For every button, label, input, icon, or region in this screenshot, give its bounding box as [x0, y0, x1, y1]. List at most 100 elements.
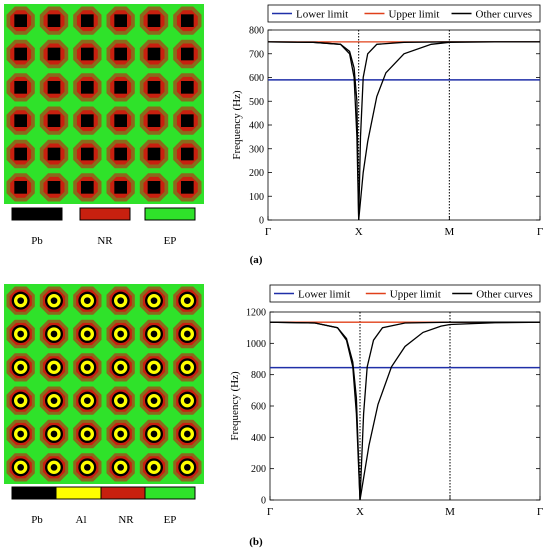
pb-center — [17, 330, 24, 338]
pb-center — [17, 397, 24, 404]
pb-center — [150, 464, 158, 471]
unit-cell — [139, 319, 169, 349]
unit-cell — [73, 139, 102, 169]
pb-core — [114, 81, 127, 94]
unit-cell — [39, 353, 69, 382]
pb-core — [14, 81, 27, 94]
pb-core — [147, 181, 161, 194]
y-tick-label: 700 — [249, 49, 264, 60]
legend-label-pb: Pb — [31, 235, 43, 247]
unit-cell — [139, 106, 169, 135]
pb-core — [147, 81, 161, 94]
pb-center — [84, 464, 91, 471]
unit-cell — [73, 106, 102, 135]
unit-cell — [6, 386, 35, 415]
pb-center — [117, 430, 124, 438]
x-tick-label: X — [355, 226, 363, 238]
unit-cell — [73, 419, 102, 449]
unit-cell — [173, 353, 202, 382]
legend-text-upper-limit: Upper limit — [388, 9, 439, 21]
unit-cell — [173, 319, 202, 349]
unit-cell — [106, 6, 135, 35]
pb-core — [181, 147, 194, 161]
pb-core — [181, 81, 194, 94]
plot-frame — [267, 29, 541, 221]
x-tick-label: Γ — [267, 506, 273, 518]
unit-cell — [139, 353, 169, 382]
unit-cell — [139, 73, 169, 102]
pb-core — [14, 147, 27, 161]
legend-text-upper-limit: Upper limit — [390, 289, 441, 301]
pb-center — [150, 297, 158, 304]
pb-core — [181, 14, 194, 27]
panel-tag-a: (a) — [250, 254, 263, 266]
dispersion-curve — [267, 41, 540, 221]
legend-swatch-nr — [79, 207, 131, 221]
pb-core — [81, 81, 94, 94]
legend-swatch-al — [55, 486, 107, 500]
unit-cell — [39, 453, 69, 482]
unit-cell — [6, 139, 35, 169]
pb-core — [81, 147, 94, 161]
pb-core — [81, 14, 94, 27]
legend-swatch-pb — [11, 486, 63, 500]
legend-swatch-pb — [11, 207, 63, 221]
unit-cell — [39, 73, 69, 102]
unit-cell — [73, 173, 102, 202]
pb-core — [147, 14, 161, 27]
y-tick-label: 500 — [249, 97, 264, 108]
unit-cell — [106, 453, 135, 482]
unit-cell — [106, 39, 135, 69]
pb-core — [181, 47, 194, 61]
chart-legend: Lower limit Upper limit Other curves — [267, 4, 541, 23]
x-tick-label: Γ — [537, 226, 543, 238]
pb-core — [181, 114, 194, 127]
unit-cell — [39, 106, 69, 135]
pb-core — [81, 47, 94, 61]
unit-cell — [106, 73, 135, 102]
epoxy-matrix — [4, 4, 204, 204]
epoxy-matrix — [4, 284, 204, 484]
unit-cell — [6, 319, 35, 349]
unit-cell — [73, 73, 102, 102]
legend-text-other-curves: Other curves — [476, 9, 533, 21]
legend-text-other-curves: Other curves — [476, 289, 533, 301]
unit-cell — [39, 139, 69, 169]
pb-core — [181, 181, 194, 194]
pb-center — [150, 364, 158, 371]
unit-cell — [73, 353, 102, 382]
chart-legend-box — [269, 284, 541, 303]
pb-center — [117, 330, 124, 338]
pb-center — [84, 297, 91, 304]
legend-label-al: Al — [76, 514, 87, 526]
pb-center — [17, 297, 24, 304]
pb-center — [17, 430, 24, 438]
pb-core — [147, 147, 161, 161]
unit-cell — [173, 386, 202, 415]
panel-tag-b: (b) — [249, 536, 263, 548]
chart-legend: Lower limit Upper limit Other curves — [269, 284, 541, 303]
unit-cell — [6, 419, 35, 449]
unit-cell — [6, 173, 35, 202]
unit-cell — [106, 286, 135, 315]
unit-cell — [173, 106, 202, 135]
legend-label-nr: NR — [97, 235, 113, 247]
unit-cell — [173, 419, 202, 449]
unit-cell — [6, 73, 35, 102]
unit-cell — [139, 39, 169, 69]
pb-core — [14, 181, 27, 194]
legend-text-lower-limit: Lower limit — [298, 289, 350, 301]
x-tick-label: M — [444, 226, 454, 238]
unit-cell — [6, 39, 35, 69]
x-tick-label: X — [356, 506, 364, 518]
pb-core — [114, 114, 127, 127]
pb-center — [50, 397, 58, 404]
pb-center — [184, 397, 191, 404]
y-tick-label: 200 — [251, 464, 266, 475]
unit-cell — [173, 6, 202, 35]
pb-center — [50, 464, 58, 471]
pb-center — [17, 364, 24, 371]
unit-cell — [6, 353, 35, 382]
unit-cell — [139, 286, 169, 315]
